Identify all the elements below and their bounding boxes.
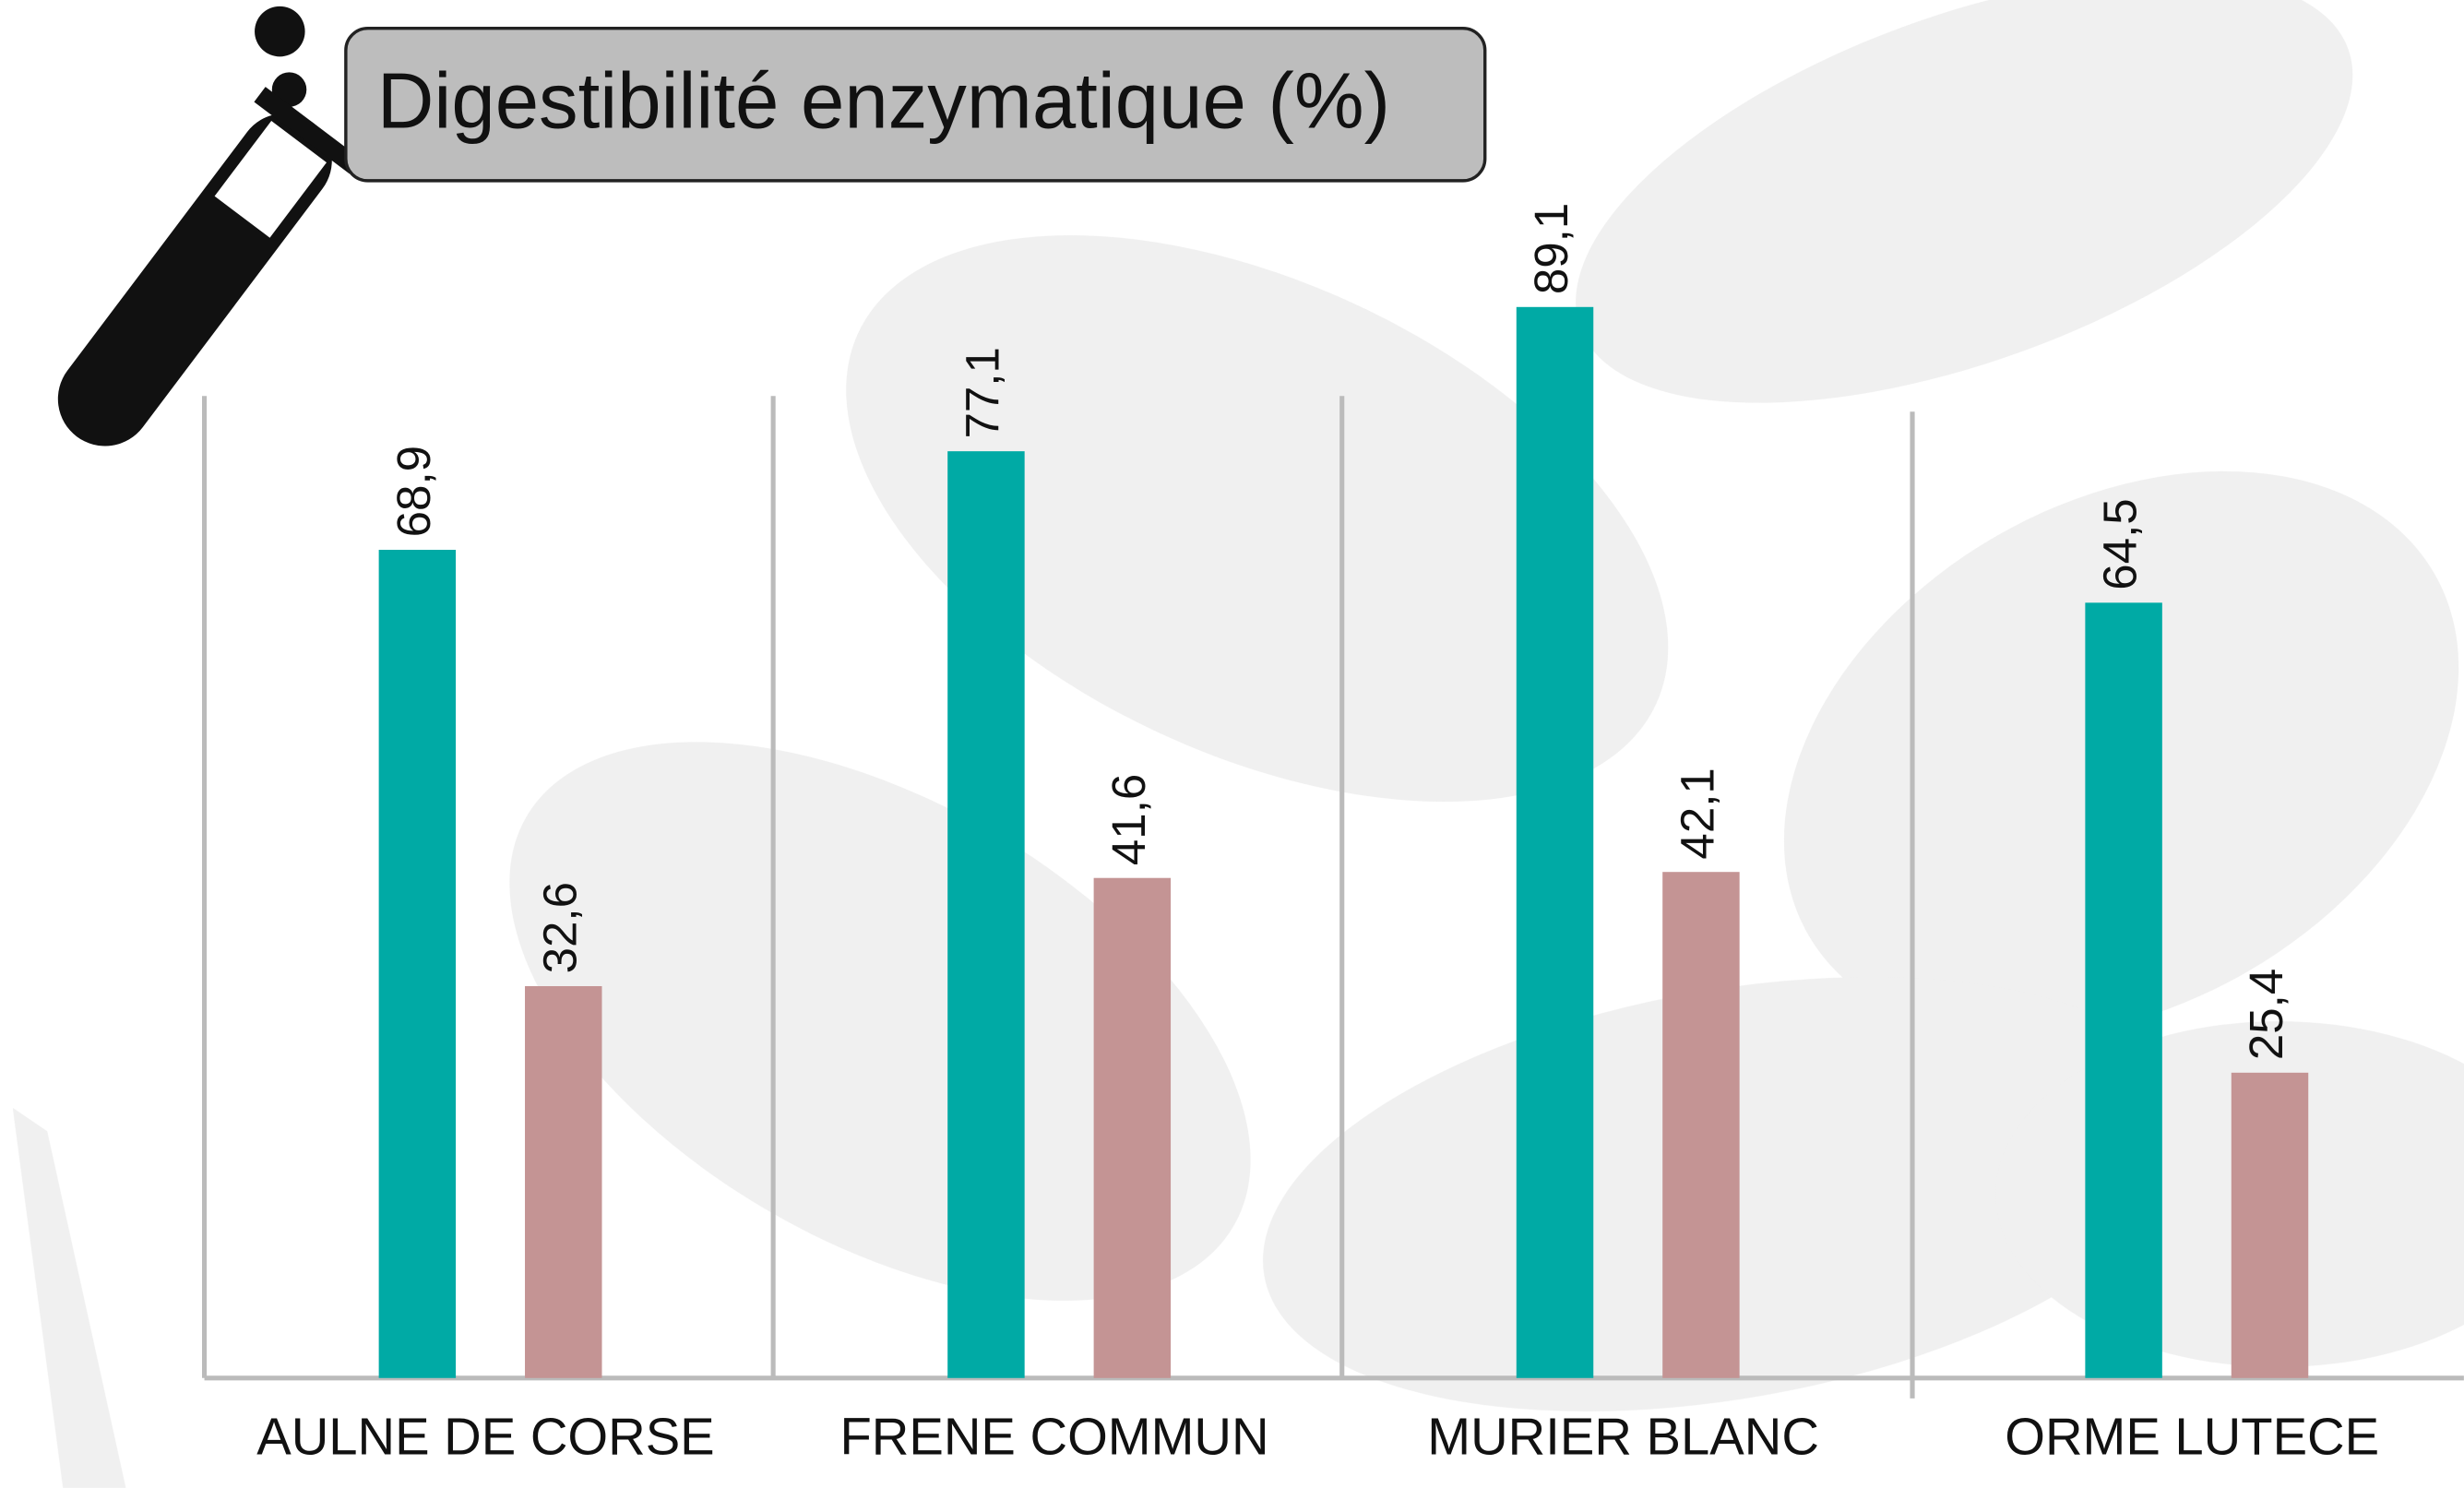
value-label: 32,6: [533, 882, 586, 973]
value-label: 64,5: [2094, 498, 2147, 589]
x-tick-label: FRENE COMMUN: [839, 1408, 1268, 1466]
value-label: 68,9: [387, 446, 440, 537]
test-tube-icon: [57, 6, 362, 446]
value-label: 42,1: [1671, 768, 1723, 859]
chart-title: Digestibilité enzymatique (%): [377, 57, 1390, 145]
bar: [2231, 1072, 2309, 1378]
value-label: 77,1: [956, 347, 1008, 438]
bar: [947, 451, 1025, 1378]
bar: [525, 985, 602, 1378]
x-tick-label: AULNE DE CORSE: [256, 1408, 714, 1466]
bar: [1093, 877, 1172, 1378]
value-label: 89,1: [1525, 203, 1577, 294]
bar: [378, 550, 457, 1378]
bar: [1662, 872, 1740, 1378]
bar: [1516, 306, 1594, 1378]
value-label: 25,4: [2240, 969, 2292, 1060]
x-tick-label: MURIER BLANC: [1427, 1408, 1819, 1466]
bar: [2085, 602, 2162, 1378]
value-label: 41,6: [1102, 774, 1155, 865]
title-box: [344, 26, 1487, 183]
x-tick-label: ORME LUTECE: [2005, 1408, 2379, 1466]
